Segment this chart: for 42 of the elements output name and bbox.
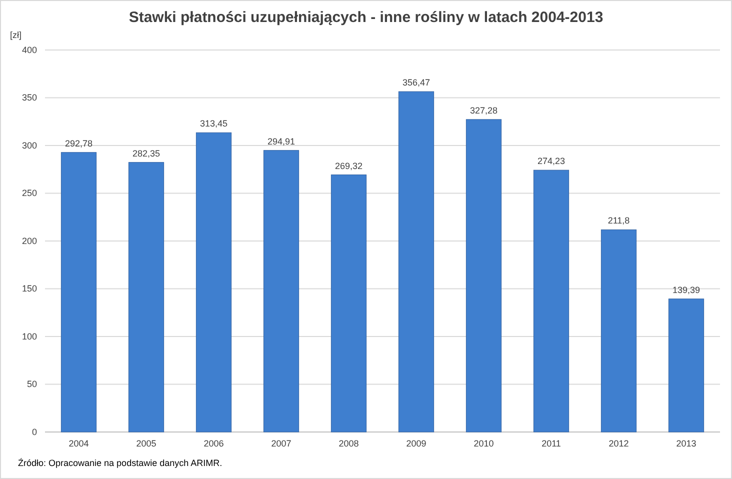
y-tick-label: 100 [22,331,37,342]
x-tick-label: 2007 [271,438,292,448]
data-label: 356,47 [402,78,430,88]
bar [466,119,502,432]
data-label: 313,45 [200,118,228,129]
data-label: 282,35 [132,148,160,158]
bar [668,298,704,432]
y-tick-label: 250 [22,188,37,198]
x-tick-label: 2012 [608,438,629,448]
x-tick-label: 2013 [676,438,696,448]
data-label: 294,91 [267,136,296,146]
y-tick-label: 0 [32,426,37,437]
bar [398,91,434,432]
bar [196,132,232,432]
y-tick-label: 300 [22,140,37,150]
x-tick-label: 2009 [406,438,426,448]
data-label: 274,23 [537,156,566,166]
data-label: 139,39 [672,284,700,295]
x-tick-label: 2005 [136,438,156,448]
y-tick-label: 350 [22,92,37,103]
y-tick-label: 400 [22,44,37,55]
y-tick-label: 200 [22,236,37,246]
x-tick-label: 2011 [542,438,561,448]
bar [128,162,164,432]
y-tick-label: 50 [26,379,37,390]
bar [60,152,97,432]
x-tick-label: 2008 [338,438,359,448]
x-tick-label: 2006 [204,438,224,448]
x-tick-label: 2004 [68,438,89,448]
bar [330,174,367,432]
data-label: 211,8 [608,216,630,226]
bar [263,150,300,432]
data-label: 292,78 [64,138,93,148]
chart-title: Stawki płatności uzupełniających - inne rośliny w latach 2004-2013 [128,9,604,26]
bar [533,170,570,432]
bar [600,229,637,432]
data-label: 327,28 [470,105,498,116]
y-tick-label: 150 [22,284,37,294]
y-axis-title: [zł] [10,30,22,40]
text: Źródło: Opracowanie na podstawie danych ARIMR. [18,458,222,468]
data-label: 269,32 [334,160,363,171]
x-tick-label: 2010 [474,438,494,448]
